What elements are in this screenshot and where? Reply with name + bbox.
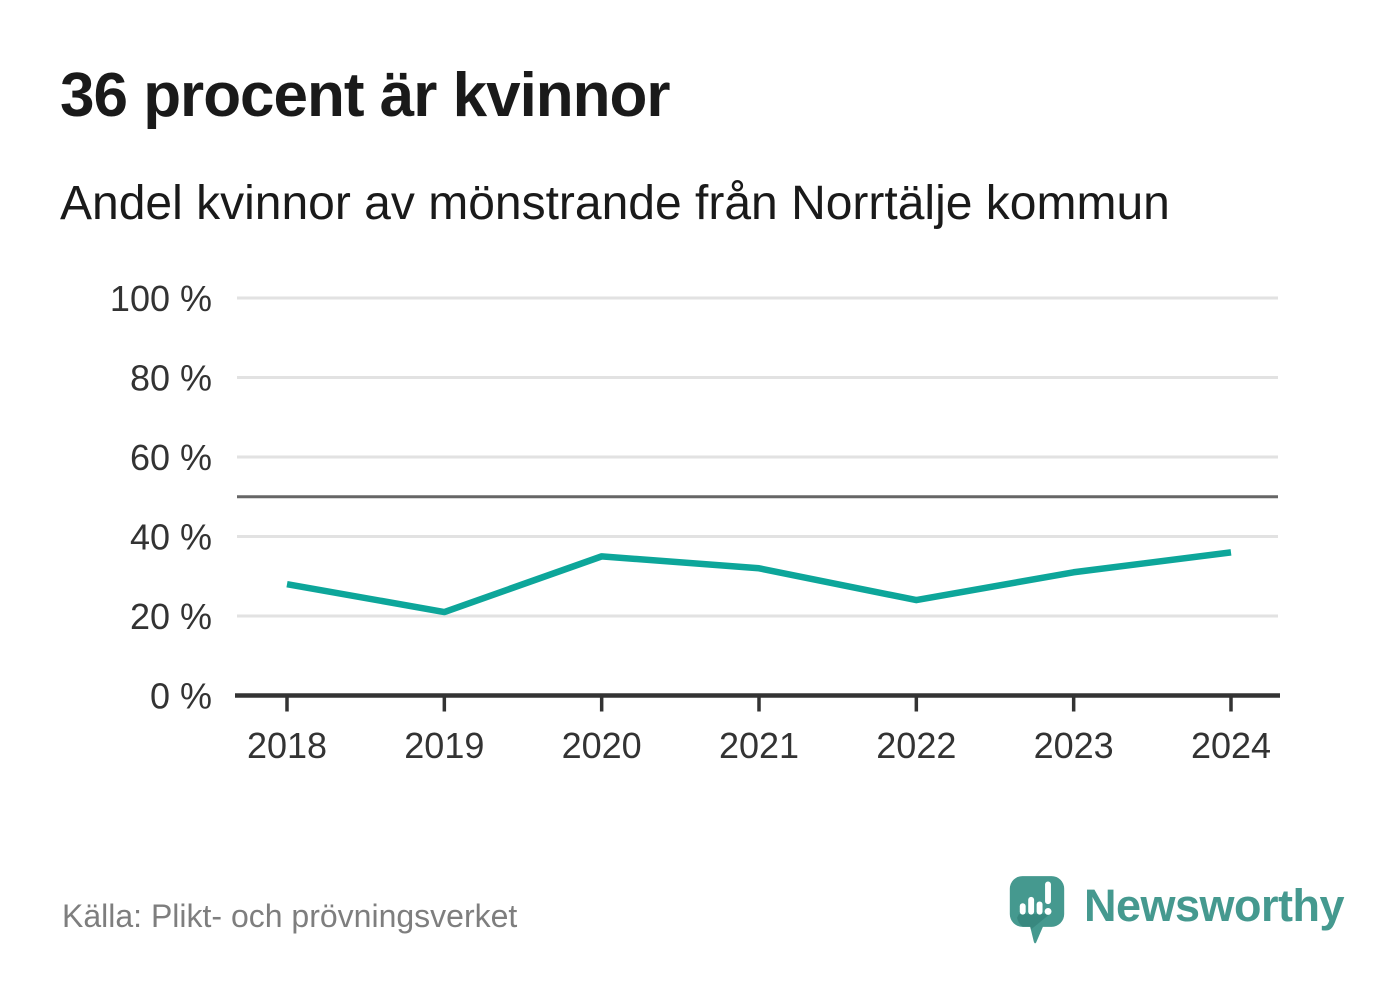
data-line-andel-kvinnor [286,549,1232,616]
chart-subtitle: Andel kvinnor av mönstrande från Norrtäl… [60,177,1170,230]
x-tick-label-2021: 2021 [719,725,799,766]
chart-title: 36 procent är kvinnor [60,61,671,130]
x-tick-label-2024: 2024 [1191,725,1271,766]
logo-bar-chart-glyph [1019,881,1052,915]
newsworthy-logo-icon [1009,876,1065,944]
x-tick-label-2023: 2023 [1034,725,1114,766]
x-tick-label-2019: 2019 [404,725,484,766]
y-tick-label-20: 20 % [130,596,212,637]
y-tick-label-80: 80 % [130,358,212,399]
y-tick-label-60: 60 % [130,437,212,478]
newsworthy-wordmark: Newsworthy [1084,880,1345,931]
y-tick-label-40: 40 % [130,517,212,558]
y-tick-label-0: 0 % [150,676,212,717]
x-tick-label-2020: 2020 [562,725,642,766]
x-tick-label-2022: 2022 [876,725,956,766]
logo-shadow-shape [1017,914,1050,931]
source-text: Källa: Plikt- och prövningsverket [62,898,518,934]
y-tick-label-100: 100 % [110,278,212,319]
x-tick-label-2018: 2018 [247,725,327,766]
newsworthy-logo: Newsworthy [1008,874,1345,947]
